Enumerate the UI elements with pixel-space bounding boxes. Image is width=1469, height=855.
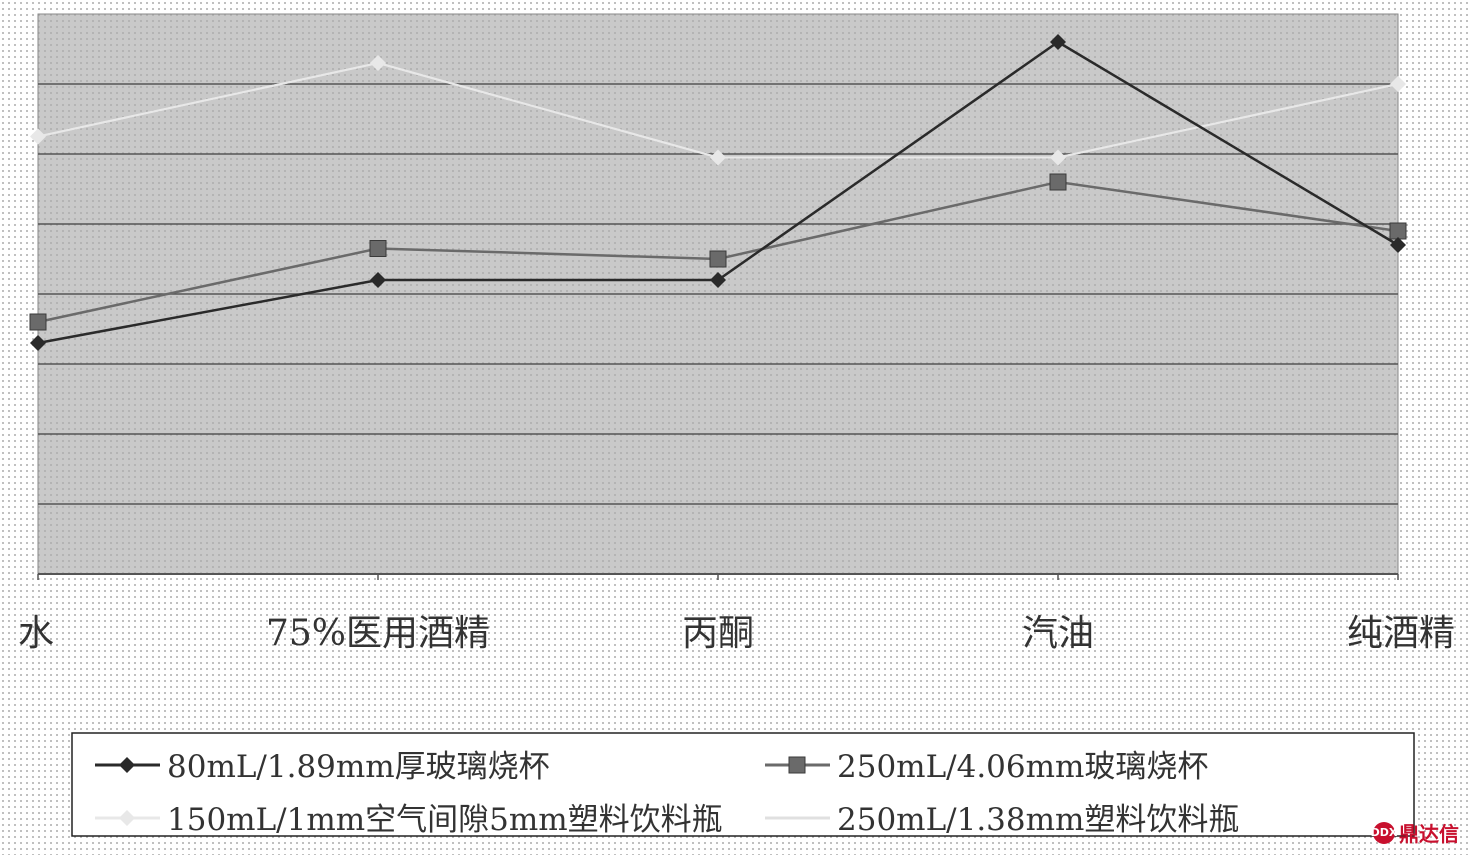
data-point	[370, 272, 386, 288]
data-point	[1050, 149, 1066, 166]
data-point	[370, 55, 386, 71]
legend-marker	[119, 757, 135, 773]
data-point	[1049, 173, 1067, 191]
x-tick-label: 纯酒精	[1347, 613, 1455, 654]
watermark-logo: DDX 鼎达信	[1371, 818, 1459, 847]
x-axis-labels: 水 75%医用酒精 丙酮 汽油 纯酒精	[18, 613, 1455, 654]
x-tick-label: 75%医用酒精	[266, 613, 490, 654]
x-axis-ticks	[37, 574, 1399, 580]
data-point	[369, 240, 387, 257]
x-tick-label: 水	[18, 613, 54, 654]
legend-label: 150mL/1mm空气间隙5mm塑料饮料瓶	[167, 802, 723, 838]
data-point	[1390, 237, 1406, 253]
data-point	[709, 250, 727, 268]
data-point	[30, 335, 46, 351]
data-point	[1389, 222, 1407, 240]
legend-label: 250mL/1.38mm塑料饮料瓶	[837, 802, 1239, 838]
watermark-text: 鼎达信	[1399, 822, 1459, 846]
x-tick-label: 丙酮	[682, 613, 754, 654]
legend-marker	[119, 810, 135, 826]
legend: 80mL/1.89mm厚玻璃烧杯 250mL/4.06mm玻璃烧杯 150mL/1m…	[95, 749, 1239, 838]
data-point	[30, 128, 46, 145]
data-point	[710, 149, 726, 166]
x-tick-label: 汽油	[1022, 613, 1094, 654]
data-point	[1050, 34, 1066, 50]
logo-icon: DDX	[1371, 821, 1397, 844]
legend-marker	[788, 756, 806, 774]
legend-label: 250mL/4.06mm玻璃烧杯	[837, 749, 1208, 785]
data-point	[710, 272, 726, 288]
legend-box	[71, 732, 1415, 837]
series-lines	[29, 34, 1407, 351]
data-point	[29, 313, 47, 331]
legend-label: 80mL/1.89mm厚玻璃烧杯	[167, 749, 550, 785]
data-point	[1390, 76, 1406, 92]
